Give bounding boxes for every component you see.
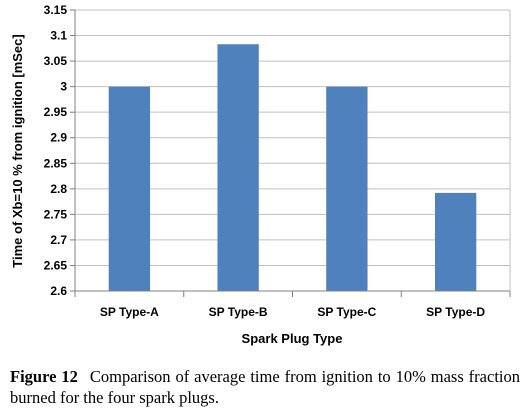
bar-chart: 3.15 3.1 3.05 3 2.95 2.9 2.85 2.8 2.75 2.7 2.65 2.6… [10, 3, 511, 346]
figure-caption-text: Comparison of average time from ignition… [10, 367, 520, 407]
y-tick-label: 2.8 [50, 182, 67, 196]
bar [434, 192, 477, 291]
x-tick-label: SP Type-A [100, 305, 159, 319]
y-tick-label: 3.1 [50, 29, 67, 43]
y-tick-label: 2.85 [44, 156, 68, 170]
y-tick-label: 3 [60, 80, 67, 94]
y-tick-label: 3.15 [44, 3, 68, 17]
x-tick-label: SP Type-D [426, 305, 485, 319]
y-tick-label: 2.95 [44, 105, 68, 119]
y-tick-label: 2.7 [50, 233, 67, 247]
y-tick-label: 2.9 [50, 131, 67, 145]
bar [326, 86, 368, 292]
bars [108, 44, 477, 292]
y-tick-label: 2.6 [50, 284, 67, 298]
y-tick-label: 2.65 [44, 258, 68, 272]
figure-caption: Figure 12 Comparison of average time from… [10, 366, 520, 408]
y-tick-labels: 3.15 3.1 3.05 3 2.95 2.9 2.85 2.8 2.75 2.7 2.65 2.6 [44, 3, 68, 298]
x-tick-label: SP Type-C [317, 305, 376, 319]
bar [217, 44, 259, 291]
y-tick-label: 3.05 [44, 54, 68, 68]
y-axis-title: Time of Xb=10 % from ignition [mSec] [10, 34, 25, 267]
axes [70, 9, 511, 297]
figure-label: Figure 12 [10, 367, 78, 386]
bar [108, 86, 151, 292]
x-tick-label: SP Type-B [209, 305, 268, 319]
y-tick-label: 2.75 [44, 207, 68, 221]
x-axis-title: Spark Plug Type [242, 331, 343, 346]
x-tick-labels: SP Type-A SP Type-B SP Type-C SP Type-D [100, 305, 485, 319]
